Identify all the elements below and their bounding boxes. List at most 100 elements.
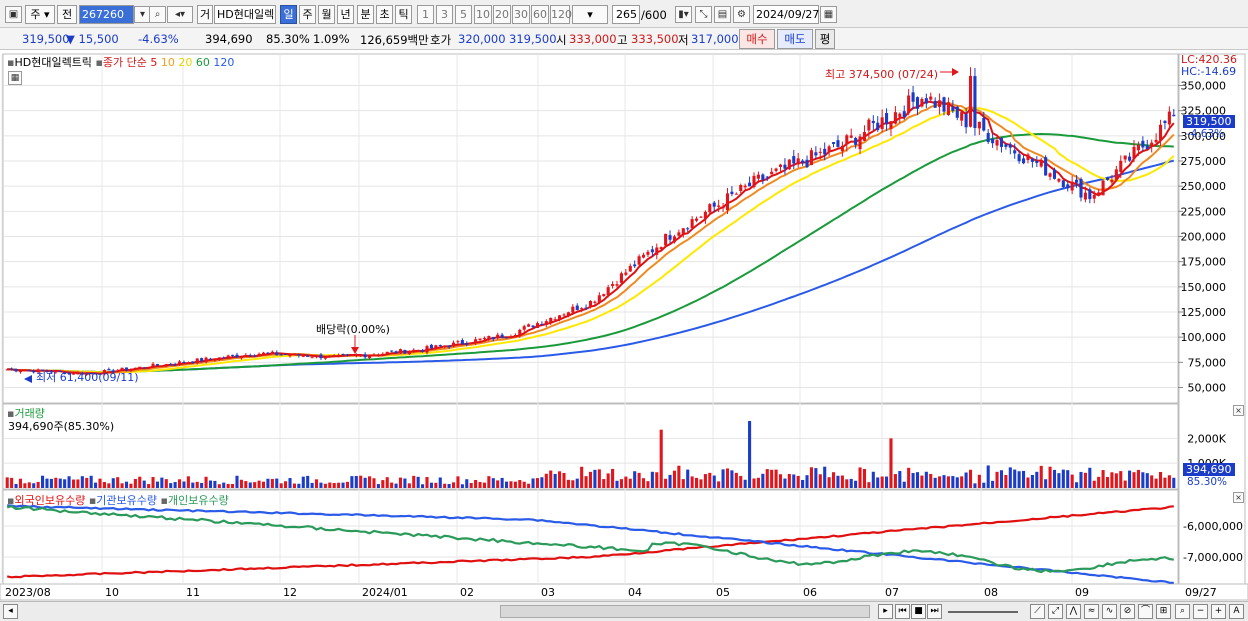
count-input[interactable]: 265	[612, 5, 640, 24]
first-page-icon[interactable]: ⏮	[895, 604, 910, 619]
volume-bar	[177, 479, 182, 488]
price-tick-label: 75,000	[1188, 356, 1227, 369]
volume-bar	[677, 465, 681, 488]
bottom-scrollbar[interactable]: ◂ ▸ ⏮ ■ ⏭ ⟋ ⤢ ⋀ ≈ ∿ ⊘ ⌒ ⊞ ⌕ − + A	[0, 601, 1248, 621]
draw-tool-icon[interactable]: ∿	[1102, 604, 1117, 619]
market-select[interactable]: 전	[57, 5, 77, 24]
interval-10[interactable]: 10	[474, 5, 492, 24]
zoom-out-icon[interactable]: −	[1193, 604, 1208, 619]
candle-body	[482, 338, 486, 340]
stop-icon[interactable]: ■	[911, 604, 926, 619]
table-icon[interactable]: ▦	[8, 71, 22, 85]
candle-body	[1141, 140, 1145, 148]
candle-body	[222, 357, 226, 359]
volume-bar	[332, 482, 336, 488]
interval-3[interactable]: 3	[436, 5, 453, 24]
interval-30[interactable]: 30	[512, 5, 530, 24]
candle-body	[1158, 124, 1163, 141]
volume-bar	[474, 479, 478, 488]
volume-bar	[111, 478, 115, 488]
volume-bar	[1057, 473, 1061, 488]
volume-bar	[1128, 470, 1132, 488]
volume-bar	[173, 482, 177, 488]
scroll-left-icon[interactable]: ◂	[3, 604, 18, 619]
stock-code-input[interactable]: 267260	[79, 5, 134, 24]
candle-body	[1163, 120, 1167, 124]
candle-body	[522, 326, 526, 330]
window-menu-icon[interactable]: ▣	[5, 6, 22, 23]
sell-button[interactable]: 매도	[777, 29, 813, 49]
draw-tool-icon[interactable]: ≈	[1084, 604, 1099, 619]
tab-year[interactable]: 년	[337, 5, 354, 24]
tab-week[interactable]: 주	[299, 5, 316, 24]
volume-bar	[407, 483, 411, 488]
volume-bar	[306, 475, 310, 488]
candle-body	[261, 352, 266, 354]
ma10-line	[7, 101, 1175, 375]
interval-1[interactable]: 1	[417, 5, 434, 24]
zoom-slider[interactable]	[948, 611, 1018, 613]
volume-bar	[562, 472, 566, 488]
save-icon[interactable]: ▤	[714, 6, 731, 23]
draw-tool-icon[interactable]: ⊞	[1156, 604, 1171, 619]
period-select[interactable]: 주 ▾	[25, 5, 55, 24]
volume-bar	[403, 478, 407, 488]
calendar-icon[interactable]: ▦	[820, 6, 837, 23]
gear-icon[interactable]: ⚙	[733, 6, 750, 23]
draw-tool-icon[interactable]: ⋀	[1066, 604, 1081, 619]
close-icon[interactable]: ×	[1233, 492, 1244, 503]
zoom-in-icon[interactable]: +	[1211, 604, 1226, 619]
search-icon[interactable]: ⌕	[1175, 604, 1190, 619]
last-page-icon[interactable]: ⏭	[927, 604, 942, 619]
volume-bar	[831, 472, 836, 488]
volume-bar	[1145, 473, 1149, 488]
candle-type-icon[interactable]: ▮▾	[675, 6, 692, 23]
candle-body	[266, 352, 270, 354]
candle-body	[337, 354, 341, 356]
candle-body	[425, 346, 429, 353]
buy-button[interactable]: 매수	[739, 29, 775, 49]
candle-body	[239, 356, 243, 358]
volume-bar	[67, 476, 71, 488]
interval-60[interactable]: 60	[531, 5, 549, 24]
custom-interval-select[interactable]: ▾	[572, 5, 608, 24]
chart-area[interactable]: 350,000 325,000 300,000 275,000 250,000 225,0…	[0, 51, 1248, 601]
trade-button[interactable]: 거	[197, 5, 213, 24]
volume-bar	[743, 479, 747, 488]
draw-tool-icon[interactable]: ⊘	[1120, 604, 1135, 619]
close-icon[interactable]: ×	[1233, 405, 1244, 416]
tab-day[interactable]: 일	[280, 5, 297, 24]
candle-body	[32, 370, 36, 373]
volume-bar	[571, 480, 575, 488]
tab-month[interactable]: 월	[318, 5, 335, 24]
candle-body	[836, 140, 840, 147]
volume-bar	[1013, 469, 1017, 488]
eval-button[interactable]: 평	[815, 29, 835, 49]
tab-second[interactable]: 초	[376, 5, 393, 24]
interval-20[interactable]: 20	[493, 5, 511, 24]
search-icon[interactable]: ⌕	[149, 6, 166, 23]
volume-bar	[955, 477, 959, 488]
speaker-icon[interactable]: ◂▾	[167, 6, 193, 23]
legend-ma5: 5	[150, 56, 158, 69]
draw-tool-icon[interactable]: ⤢	[1048, 604, 1063, 619]
font-size-icon[interactable]: A	[1229, 604, 1244, 619]
volume-bar	[41, 475, 45, 488]
volume-bar	[1163, 477, 1167, 488]
scroll-thumb[interactable]	[500, 605, 870, 618]
scroll-right-icon[interactable]: ▸	[878, 604, 893, 619]
candle-body	[257, 353, 261, 357]
draw-tool-icon[interactable]: ⌒	[1138, 604, 1153, 619]
volume-bar	[71, 479, 76, 488]
high-annotation: 최고 374,500 (07/24)	[825, 68, 939, 81]
draw-tool-icon[interactable]: ⤡	[695, 6, 712, 23]
draw-tool-icon[interactable]: ⟋	[1030, 604, 1045, 619]
interval-5[interactable]: 5	[455, 5, 472, 24]
candle-body	[695, 218, 699, 221]
tab-tick[interactable]: 틱	[395, 5, 412, 24]
candle-body	[655, 247, 659, 255]
date-input[interactable]: 2024/09/27	[753, 5, 819, 24]
volume-bar	[1079, 471, 1083, 488]
interval-120[interactable]: 120	[550, 5, 572, 24]
tab-minute[interactable]: 분	[357, 5, 374, 24]
